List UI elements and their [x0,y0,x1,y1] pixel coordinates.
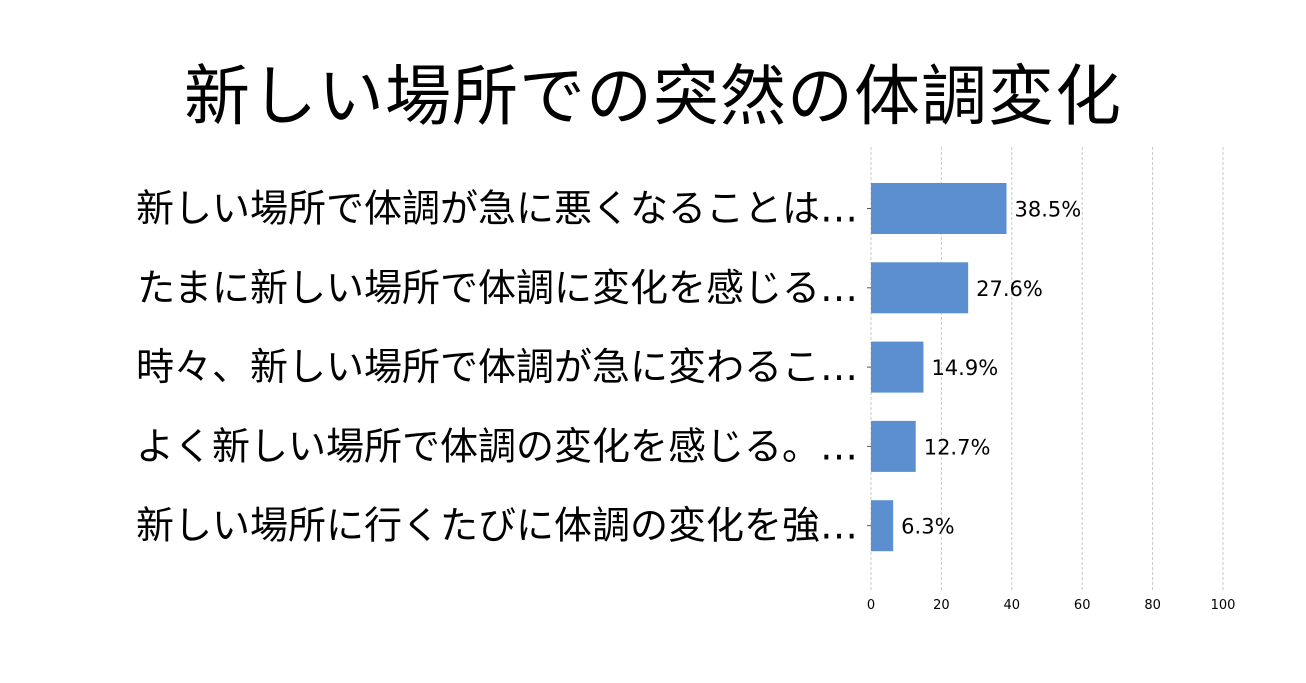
value-label-3: 14.9% [931,356,998,380]
bar-layer [871,183,1007,552]
value-label-5: 6.3% [901,515,954,539]
bar-1 [871,183,1007,234]
bar-3 [871,341,924,393]
value-label-1: 38.5% [1015,198,1082,222]
bar-5 [871,500,894,552]
bar-4 [871,420,916,472]
category-label-2: たまに新しい場所で体調に変化を感じる… [137,266,858,310]
x-tick-label-100: 100 [1211,598,1236,613]
tick-layer: 0 20 40 60 80 100 [867,208,1236,613]
bar-2 [871,262,969,314]
x-tick-label-40: 40 [1004,598,1021,613]
value-label-2: 27.6% [976,277,1043,301]
label-layer: 新しい場所で体調が急に悪くなることは… 38.5% たまに新しい場所で体調に変化を感… [136,187,1081,548]
x-tick-label-80: 80 [1144,598,1161,613]
chart-title: 新しい場所での突然の体調変化 [184,58,1122,135]
x-tick-label-0: 0 [867,598,875,613]
category-label-4: よく新しい場所で体調の変化を感じる。… [136,424,858,468]
category-label-3: 時々、新しい場所で体調が急に変わるこ… [136,345,858,389]
x-tick-label-60: 60 [1074,598,1091,613]
category-label-1: 新しい場所で体調が急に悪くなることは… [136,187,858,231]
value-label-4: 12.7% [924,435,991,459]
x-tick-label-20: 20 [933,598,950,613]
category-label-5: 新しい場所に行くたびに体調の変化を強… [136,504,858,548]
